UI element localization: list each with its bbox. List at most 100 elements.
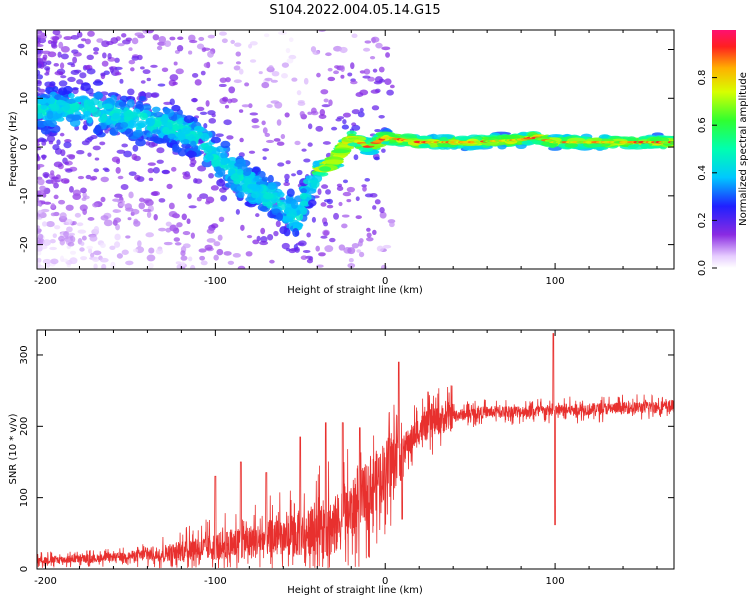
spectrogram-cell xyxy=(125,235,131,239)
spectrogram-cell xyxy=(223,119,232,126)
spectrogram-cell xyxy=(37,178,45,186)
spectrogram-cell xyxy=(363,68,371,75)
spectrogram-cell xyxy=(371,105,380,111)
spectrogram-cell xyxy=(131,153,138,161)
spectrogram-cell xyxy=(296,169,303,176)
spectrogram-cell xyxy=(42,50,51,55)
spectrogram-cell xyxy=(306,232,311,238)
spectrogram-cell xyxy=(299,206,308,216)
spectrogram-cell xyxy=(261,120,266,126)
spectrogram-cell xyxy=(152,129,161,135)
spectrogram-cell xyxy=(248,43,253,49)
y-tick-label: 20 xyxy=(19,43,30,56)
spectrogram-cell xyxy=(201,47,211,51)
spectrogram-cell xyxy=(50,170,55,176)
spectrogram-cell xyxy=(138,96,147,102)
spectrogram-cell xyxy=(190,140,197,148)
spectrogram-cell xyxy=(183,115,195,124)
spectrogram-cell xyxy=(158,227,167,232)
spectrogram-cell xyxy=(198,248,207,253)
spectrogram-cell xyxy=(65,218,73,225)
spectrogram-cell xyxy=(148,247,155,254)
spectrogram-cell xyxy=(276,212,284,222)
spectrogram-cell xyxy=(87,136,94,141)
spectrogram-cell xyxy=(180,250,186,257)
spectrogram-cell xyxy=(82,124,88,131)
spectrogram-cell xyxy=(299,192,308,200)
spectrogram-cell xyxy=(273,230,279,237)
spectrogram-xlabel: Height of straight line (km) xyxy=(287,285,423,296)
spectrogram-cell xyxy=(271,71,280,77)
spectrogram-cell xyxy=(335,118,342,122)
snr-ticks: -200 -100 0 100 0 100 200 300 xyxy=(19,330,674,587)
spectrogram-cell xyxy=(359,146,374,152)
spectrogram-cell xyxy=(240,224,245,231)
spectrogram-cell xyxy=(39,265,46,269)
spectrogram-cell xyxy=(99,257,109,263)
spectrogram-cell xyxy=(92,145,101,151)
spectrogram-cell xyxy=(60,149,66,157)
spectrogram-cell xyxy=(109,245,116,251)
spectrogram-cell xyxy=(140,80,146,84)
spectrogram-cell xyxy=(101,40,110,48)
y-tick-label: 10 xyxy=(19,92,30,105)
x-tick-label: -100 xyxy=(204,276,227,287)
y-tick-label: -10 xyxy=(19,188,30,204)
spectrogram-cell xyxy=(364,178,371,182)
spectrogram-cell xyxy=(126,98,135,108)
spectrogram-cell xyxy=(127,217,132,221)
spectrogram-cell xyxy=(100,196,106,203)
spectrogram-cell xyxy=(88,248,93,254)
colorbar-ticks: 0.0 0.2 0.4 0.6 0.8 xyxy=(697,70,717,276)
spectrogram-cell xyxy=(196,196,202,202)
spectrogram-cell xyxy=(173,213,180,219)
spectrogram-cell xyxy=(53,62,59,67)
spectrogram-cell xyxy=(521,140,533,146)
spectrogram-cell xyxy=(146,77,151,82)
spectrogram-cell xyxy=(342,112,351,118)
spectrogram-cell xyxy=(172,143,180,151)
spectrogram-cell xyxy=(359,89,369,96)
spectrogram-cell xyxy=(71,87,79,91)
spectrogram-cell xyxy=(37,250,42,256)
spectrogram-cell xyxy=(173,237,181,242)
spectrogram-cell xyxy=(37,262,41,268)
spectrogram-cell xyxy=(176,222,183,228)
spectrogram-cell xyxy=(372,68,378,73)
spectrogram-cell xyxy=(42,171,50,178)
spectrogram-cell xyxy=(173,61,178,66)
spectrogram-cell xyxy=(100,242,106,249)
spectrogram-cell xyxy=(90,175,98,181)
spectrogram-cell xyxy=(91,108,102,118)
spectrogram-cell xyxy=(124,203,133,210)
spectrogram-cell xyxy=(76,79,84,85)
x-tick-label: 0 xyxy=(382,576,388,587)
figure-title: S104.2022.004.05.14.G15 xyxy=(269,3,440,18)
snr-frame xyxy=(36,329,675,570)
spectrogram-cell xyxy=(198,36,205,42)
spectrogram-cell xyxy=(98,116,107,123)
spectrogram-cell xyxy=(72,56,78,64)
spectrogram-cell xyxy=(70,103,80,111)
spectrogram-cell xyxy=(81,197,87,202)
spectrogram-cell xyxy=(138,197,145,203)
spectrogram-cell xyxy=(165,221,172,227)
spectrogram-cell xyxy=(249,41,258,46)
spectrogram-cell xyxy=(188,256,193,262)
spectrogram-cell xyxy=(286,188,295,197)
spectrogram-cell xyxy=(37,37,41,44)
spectrogram-cell xyxy=(120,122,129,129)
spectrogram-cell xyxy=(281,242,290,250)
spectrogram-cell xyxy=(375,131,396,137)
spectrogram-cell xyxy=(346,199,352,203)
spectrogram-cell xyxy=(251,125,260,129)
spectrogram-cell xyxy=(156,45,163,51)
spectrogram-cell xyxy=(37,190,46,195)
spectrogram-cell xyxy=(233,65,241,71)
spectrogram-cell xyxy=(119,78,124,84)
spectrogram-cell xyxy=(152,34,160,41)
spectrogram-cell xyxy=(590,137,603,142)
spectrogram-cell xyxy=(357,111,365,118)
spectrogram-cell xyxy=(300,255,308,260)
spectrogram-cell xyxy=(280,73,288,79)
